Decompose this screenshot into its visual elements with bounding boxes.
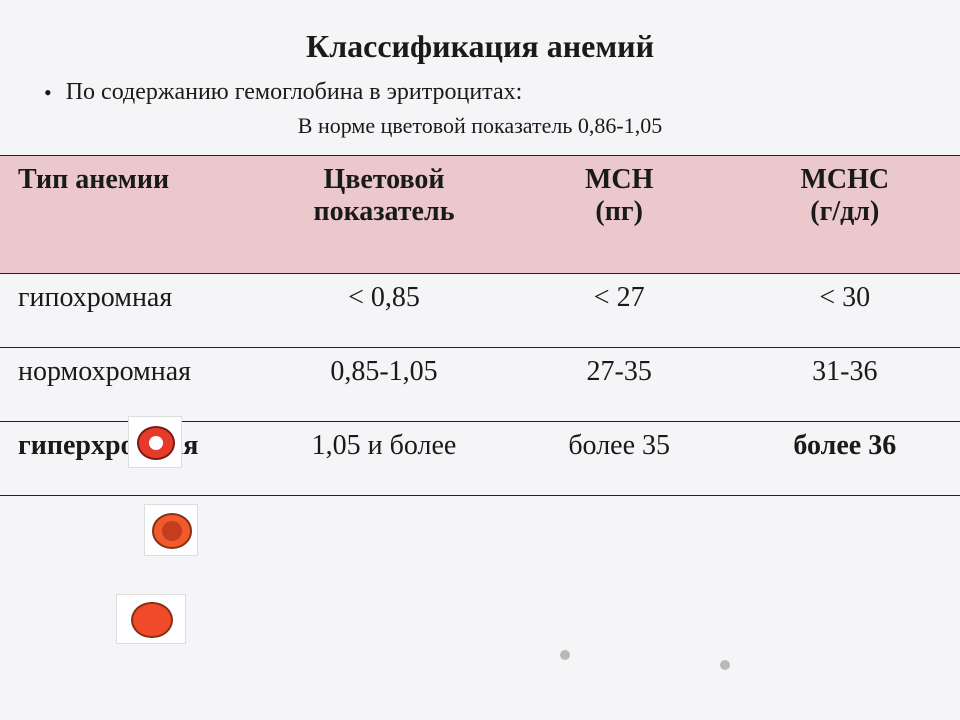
table-row: нормохромная 0,85-1,05 27-35 31-36 [0, 348, 960, 422]
blood-cell-icon [131, 602, 173, 639]
blood-cell-overlay [116, 594, 186, 644]
th-mch-sub: (пг) [521, 196, 718, 228]
slide-title: Классификация анемий [0, 0, 960, 79]
th-mch-label: МСН [585, 164, 653, 195]
cell-mch-1: 27-35 [509, 348, 730, 422]
th-mchc-sub: (г/дл) [742, 196, 948, 228]
bullet-icon: • [44, 79, 52, 107]
cell-mch-0: < 27 [509, 274, 730, 348]
deco-dot-icon [720, 660, 730, 670]
blood-cell-overlay [128, 416, 182, 468]
cell-mchc-2: более 36 [730, 422, 960, 496]
cell-mchc-1: 31-36 [730, 348, 960, 422]
blood-cell-icon [137, 426, 175, 459]
blood-cell-inner-icon [149, 436, 163, 450]
cell-type-0: гипохромная [0, 274, 259, 348]
cell-type-1: нормохромная [0, 348, 259, 422]
th-cp: Цветовой показатель [259, 156, 509, 274]
blood-cell-overlay [144, 504, 198, 556]
cell-cp-2: 1,05 и более [259, 422, 509, 496]
cell-mch-2: более 35 [509, 422, 730, 496]
th-cp-label: Цветовой [323, 164, 444, 195]
blood-cell-inner-icon [162, 521, 182, 541]
th-mch: МСН (пг) [509, 156, 730, 274]
th-cp-sub: показатель [271, 196, 497, 228]
th-mchc-label: МСНС [800, 164, 889, 195]
deco-dot-icon [560, 650, 570, 660]
th-type-label: Тип анемии [18, 164, 169, 195]
bullet-row: • По содержанию гемоглобина в эритроцита… [0, 79, 960, 107]
cell-mchc-0: < 30 [730, 274, 960, 348]
slide-container: Классификация анемий • По содержанию гем… [0, 0, 960, 720]
norm-text: В норме цветовой показатель 0,86-1,05 [0, 113, 960, 139]
table-header-row: Тип анемии Цветовой показатель МСН (пг) … [0, 156, 960, 274]
blood-cell-icon [152, 513, 192, 548]
cell-cp-1: 0,85-1,05 [259, 348, 509, 422]
bullet-text: По содержанию гемоглобина в эритроцитах: [66, 79, 523, 106]
cell-cp-0: < 0,85 [259, 274, 509, 348]
table-row: гипохромная < 0,85 < 27 < 30 [0, 274, 960, 348]
th-type: Тип анемии [0, 156, 259, 274]
th-mchc: МСНС (г/дл) [730, 156, 960, 274]
